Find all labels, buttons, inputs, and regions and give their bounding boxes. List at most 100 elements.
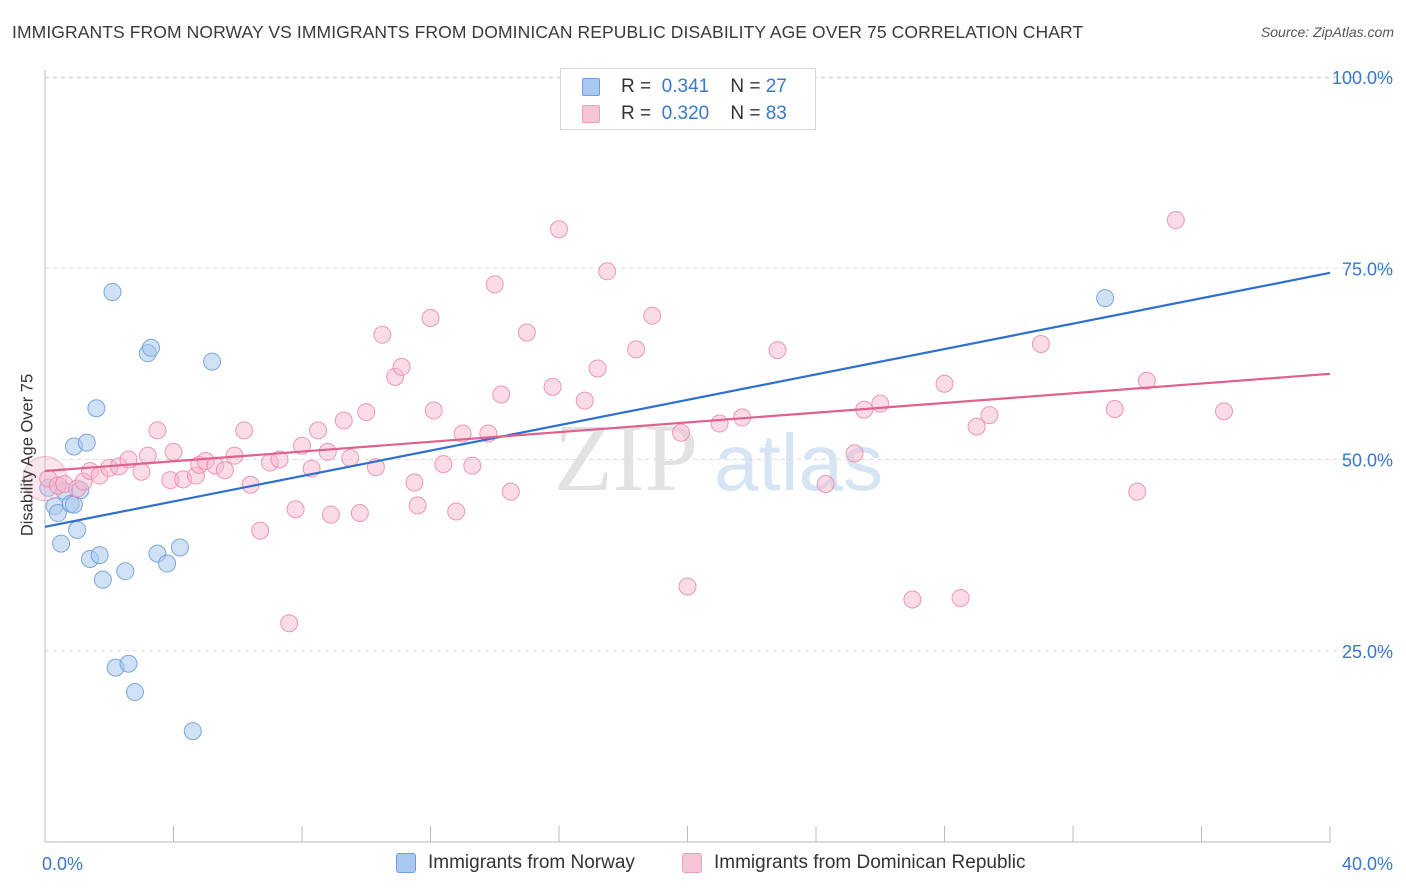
dr-point — [588, 359, 607, 378]
dr-point — [350, 504, 369, 523]
dr-point — [871, 394, 890, 413]
dr-point — [967, 417, 986, 436]
dr-point — [768, 341, 787, 360]
y-tick-label: 50.0% — [1342, 451, 1393, 471]
norway-point — [87, 399, 106, 418]
stats-row-norway: R = 0.341 N = 27 — [582, 74, 787, 100]
chart-title: IMMIGRANTS FROM NORWAY VS IMMIGRANTS FRO… — [12, 22, 1084, 42]
y-tick-label: 100.0% — [1332, 68, 1393, 88]
dr-point — [1031, 334, 1050, 353]
dr-point — [1128, 482, 1147, 501]
dr-point — [550, 220, 568, 239]
stats-row-dr: R = 0.320 N = 83 — [582, 101, 787, 127]
dr-point — [643, 306, 662, 325]
dr-point — [392, 357, 411, 376]
dr-point — [543, 377, 562, 396]
dr-point — [575, 391, 594, 410]
norway-point — [1096, 289, 1115, 308]
dr-point — [951, 588, 970, 607]
norway-point — [90, 546, 109, 565]
norway-legend-swatch — [396, 853, 416, 873]
dr-point — [627, 340, 646, 359]
norway-point — [52, 534, 71, 553]
dr-point — [710, 414, 729, 433]
norway-point — [116, 562, 135, 581]
stats-legend: R = 0.341 N = 27 R = 0.320 N = 83 — [560, 68, 816, 130]
dr-point — [1137, 371, 1156, 390]
series-norway-points — [39, 282, 1115, 741]
dr-point — [1214, 402, 1233, 421]
y-axis-label: Disability Age Over 75 — [18, 373, 37, 537]
watermark-atlas: atlas — [714, 418, 883, 507]
dr-point — [148, 421, 167, 440]
norway-point — [170, 538, 189, 557]
n-label: N = — [730, 103, 761, 124]
dr-point — [405, 473, 424, 492]
watermark-zip: ZIP — [554, 404, 698, 511]
dr-swatch — [582, 105, 600, 123]
dr-point — [164, 442, 183, 461]
dr-point — [270, 450, 289, 469]
n-label: N = — [730, 76, 761, 97]
norway-swatch — [582, 78, 600, 96]
dr-point — [138, 446, 157, 465]
legend-label-norway: Immigrants from Norway — [428, 852, 635, 873]
dr-point — [485, 275, 504, 294]
dr-point — [321, 505, 340, 524]
dr-point — [816, 474, 835, 493]
dr-point — [463, 456, 482, 475]
norway-point — [77, 433, 96, 452]
n-value: 27 — [765, 76, 787, 97]
dr-point — [215, 461, 234, 480]
legend-item-norway: Immigrants from Norway — [396, 852, 635, 874]
norway-point — [93, 570, 112, 589]
legend-item-dr: Immigrants from Dominican Republic — [682, 852, 1026, 874]
dr-point — [1105, 400, 1124, 419]
dr-point — [309, 421, 328, 440]
dr-point — [845, 444, 864, 463]
norway-point — [48, 504, 67, 523]
dr-point — [421, 308, 440, 327]
dr-point — [492, 385, 511, 404]
dr-point — [1166, 211, 1185, 230]
norway-point — [183, 722, 202, 741]
watermark: ZIP atlas — [554, 404, 883, 511]
series-dr-points — [22, 211, 1233, 633]
y-tick-label: 25.0% — [1342, 642, 1393, 662]
dr-point — [678, 577, 697, 596]
y-tick-labels: 25.0% 50.0% 75.0% 100.0% — [1332, 68, 1393, 662]
y-tick-label: 75.0% — [1342, 259, 1393, 279]
r-label: R = — [621, 103, 652, 124]
dr-point — [251, 521, 270, 540]
norway-point — [103, 282, 122, 301]
trend-lines — [44, 271, 1331, 528]
norway-point — [68, 520, 87, 539]
dr-point — [517, 323, 536, 342]
x-tick-label-max: 40.0% — [1342, 854, 1393, 874]
r-value: 0.320 — [661, 103, 710, 124]
trend-line-norway — [44, 271, 1331, 528]
norway-point — [203, 352, 222, 371]
dr-point — [424, 401, 443, 420]
dr-point — [235, 421, 254, 440]
dr-point — [672, 423, 691, 442]
norway-point — [158, 554, 177, 573]
r-value: 0.341 — [661, 76, 710, 97]
dr-point — [293, 436, 311, 455]
dr-point — [453, 424, 472, 443]
n-value: 83 — [765, 103, 787, 124]
dr-point — [318, 442, 337, 461]
r-label: R = — [621, 76, 652, 97]
dr-point — [447, 502, 466, 521]
norway-point — [125, 683, 144, 702]
dr-point — [903, 590, 922, 609]
norway-point — [142, 338, 161, 357]
gridlines — [45, 76, 1392, 652]
legend-label-dr: Immigrants from Dominican Republic — [714, 852, 1026, 873]
dr-point — [341, 448, 360, 467]
trend-line-dr — [44, 372, 1331, 473]
series-legend: Immigrants from Norway Immigrants from D… — [0, 852, 1406, 878]
dr-point — [501, 482, 520, 501]
source-credit: Source: ZipAtlas.com — [1260, 24, 1394, 40]
